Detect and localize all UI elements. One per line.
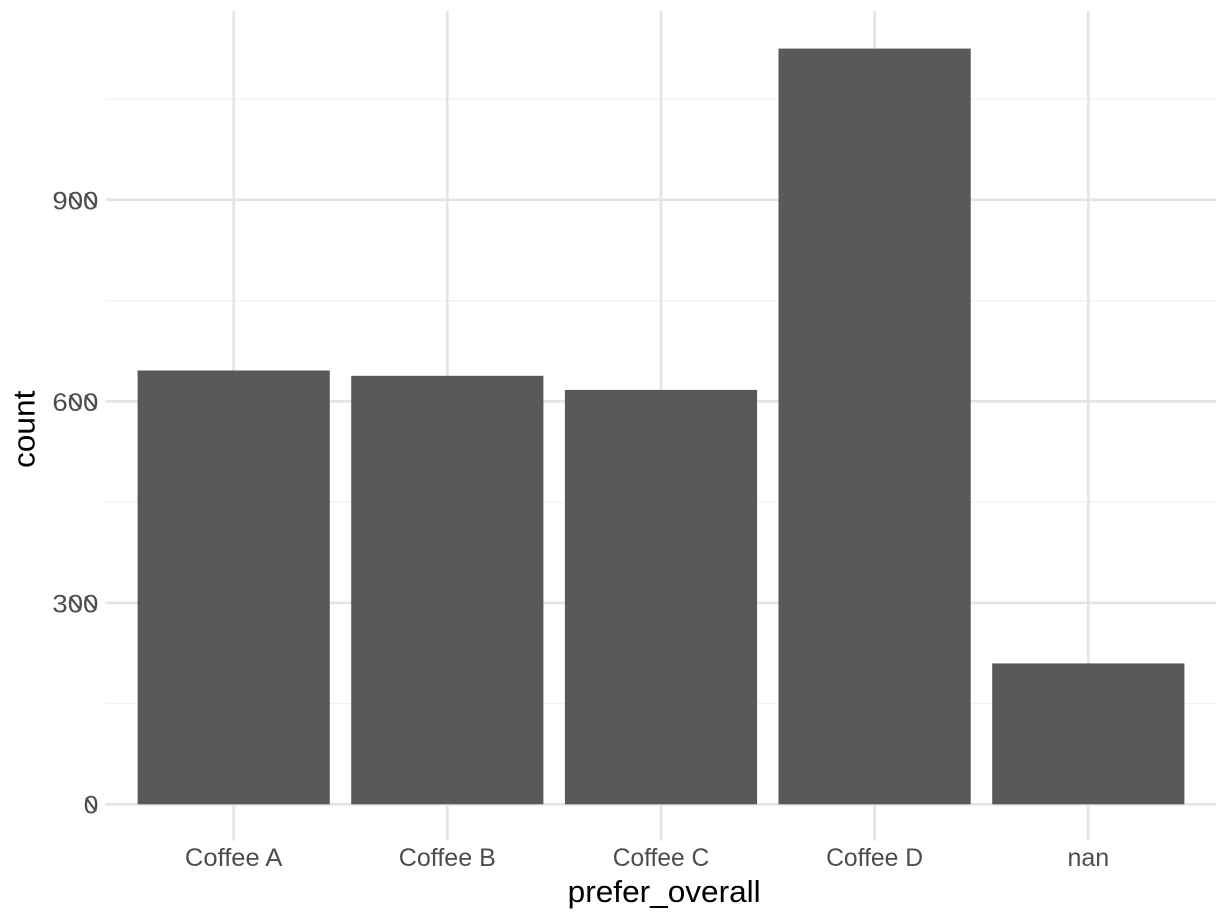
svg-text:Coffee B: Coffee B [399, 844, 496, 872]
svg-text:Coffee D: Coffee D [826, 844, 923, 872]
svg-text:Coffee C: Coffee C [613, 844, 710, 872]
svg-text:Coffee A: Coffee A [185, 844, 283, 872]
svg-text:prefer_overall: prefer_overall [568, 874, 761, 909]
svg-text:nan: nan [1067, 844, 1109, 872]
svg-text:count: count [7, 390, 42, 468]
